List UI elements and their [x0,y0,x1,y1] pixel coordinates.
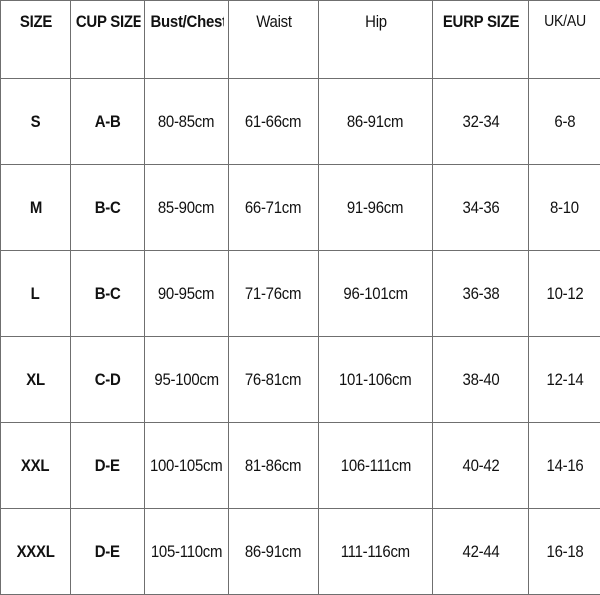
header-waist: Waist [234,1,313,79]
cell-hip: 86-91cm [319,79,433,165]
cell-waist: 86-91cm [229,509,319,595]
cell-eurp: 38-40 [433,337,529,423]
cell-cup-size: C-D [71,337,145,423]
cell-cup-size: D-E [71,423,145,509]
table-row: S A-B 80-85cm 61-66cm 86-91cm 32-34 6-8 [1,79,600,165]
cell-eurp: 42-44 [433,509,529,595]
header-bust-chest: Bust/Chest [150,1,224,79]
cell-eurp: 40-42 [433,423,529,509]
cell-size: S [1,79,71,165]
cell-cup-size: B-C [71,251,145,337]
cell-waist: 81-86cm [229,423,319,509]
cell-cup-size: B-C [71,165,145,251]
table-row: XL C-D 95-100cm 76-81cm 101-106cm 38-40 … [1,337,600,423]
cell-eurp: 34-36 [433,165,529,251]
cell-eurp: 32-34 [433,79,529,165]
cell-hip: 91-96cm [319,165,433,251]
cell-eurp: 36-38 [433,251,529,337]
cell-waist: 61-66cm [229,79,319,165]
header-eurp-size: EURP SIZE [438,1,522,79]
cell-bust: 95-100cm [145,337,229,423]
header-size: SIZE [5,1,67,79]
cell-bust: 100-105cm [145,423,229,509]
cell-cup-size: A-B [71,79,145,165]
cell-uk-au: 14-16 [529,423,600,509]
cell-hip: 96-101cm [319,251,433,337]
cell-size: L [1,251,71,337]
cell-uk-au: 8-10 [529,165,600,251]
cell-waist: 76-81cm [229,337,319,423]
header-hip: Hip [325,1,425,79]
table-row: XXXL D-E 105-110cm 86-91cm 111-116cm 42-… [1,509,600,595]
cell-size: XXXL [1,509,71,595]
table-row: L B-C 90-95cm 71-76cm 96-101cm 36-38 10-… [1,251,600,337]
cell-uk-au: 12-14 [529,337,600,423]
cell-size: M [1,165,71,251]
cell-cup-size: D-E [71,509,145,595]
cell-uk-au: 16-18 [529,509,600,595]
cell-bust: 80-85cm [145,79,229,165]
header-uk-au: UK/AU [533,1,596,79]
cell-size: XL [1,337,71,423]
cell-hip: 101-106cm [319,337,433,423]
cell-uk-au: 10-12 [529,251,600,337]
cell-uk-au: 6-8 [529,79,600,165]
cell-size: XXL [1,423,71,509]
cell-bust: 105-110cm [145,509,229,595]
table-row: XXL D-E 100-105cm 81-86cm 106-111cm 40-4… [1,423,600,509]
cell-hip: 106-111cm [319,423,433,509]
table-header-row: SIZE CUP SIZE Bust/Chest Waist Hip EURP … [1,1,600,79]
cell-bust: 90-95cm [145,251,229,337]
cell-hip: 111-116cm [319,509,433,595]
cell-bust: 85-90cm [145,165,229,251]
cell-waist: 71-76cm [229,251,319,337]
table-row: M B-C 85-90cm 66-71cm 91-96cm 34-36 8-10 [1,165,600,251]
cell-waist: 66-71cm [229,165,319,251]
header-cup-size: CUP SIZE [75,1,140,79]
